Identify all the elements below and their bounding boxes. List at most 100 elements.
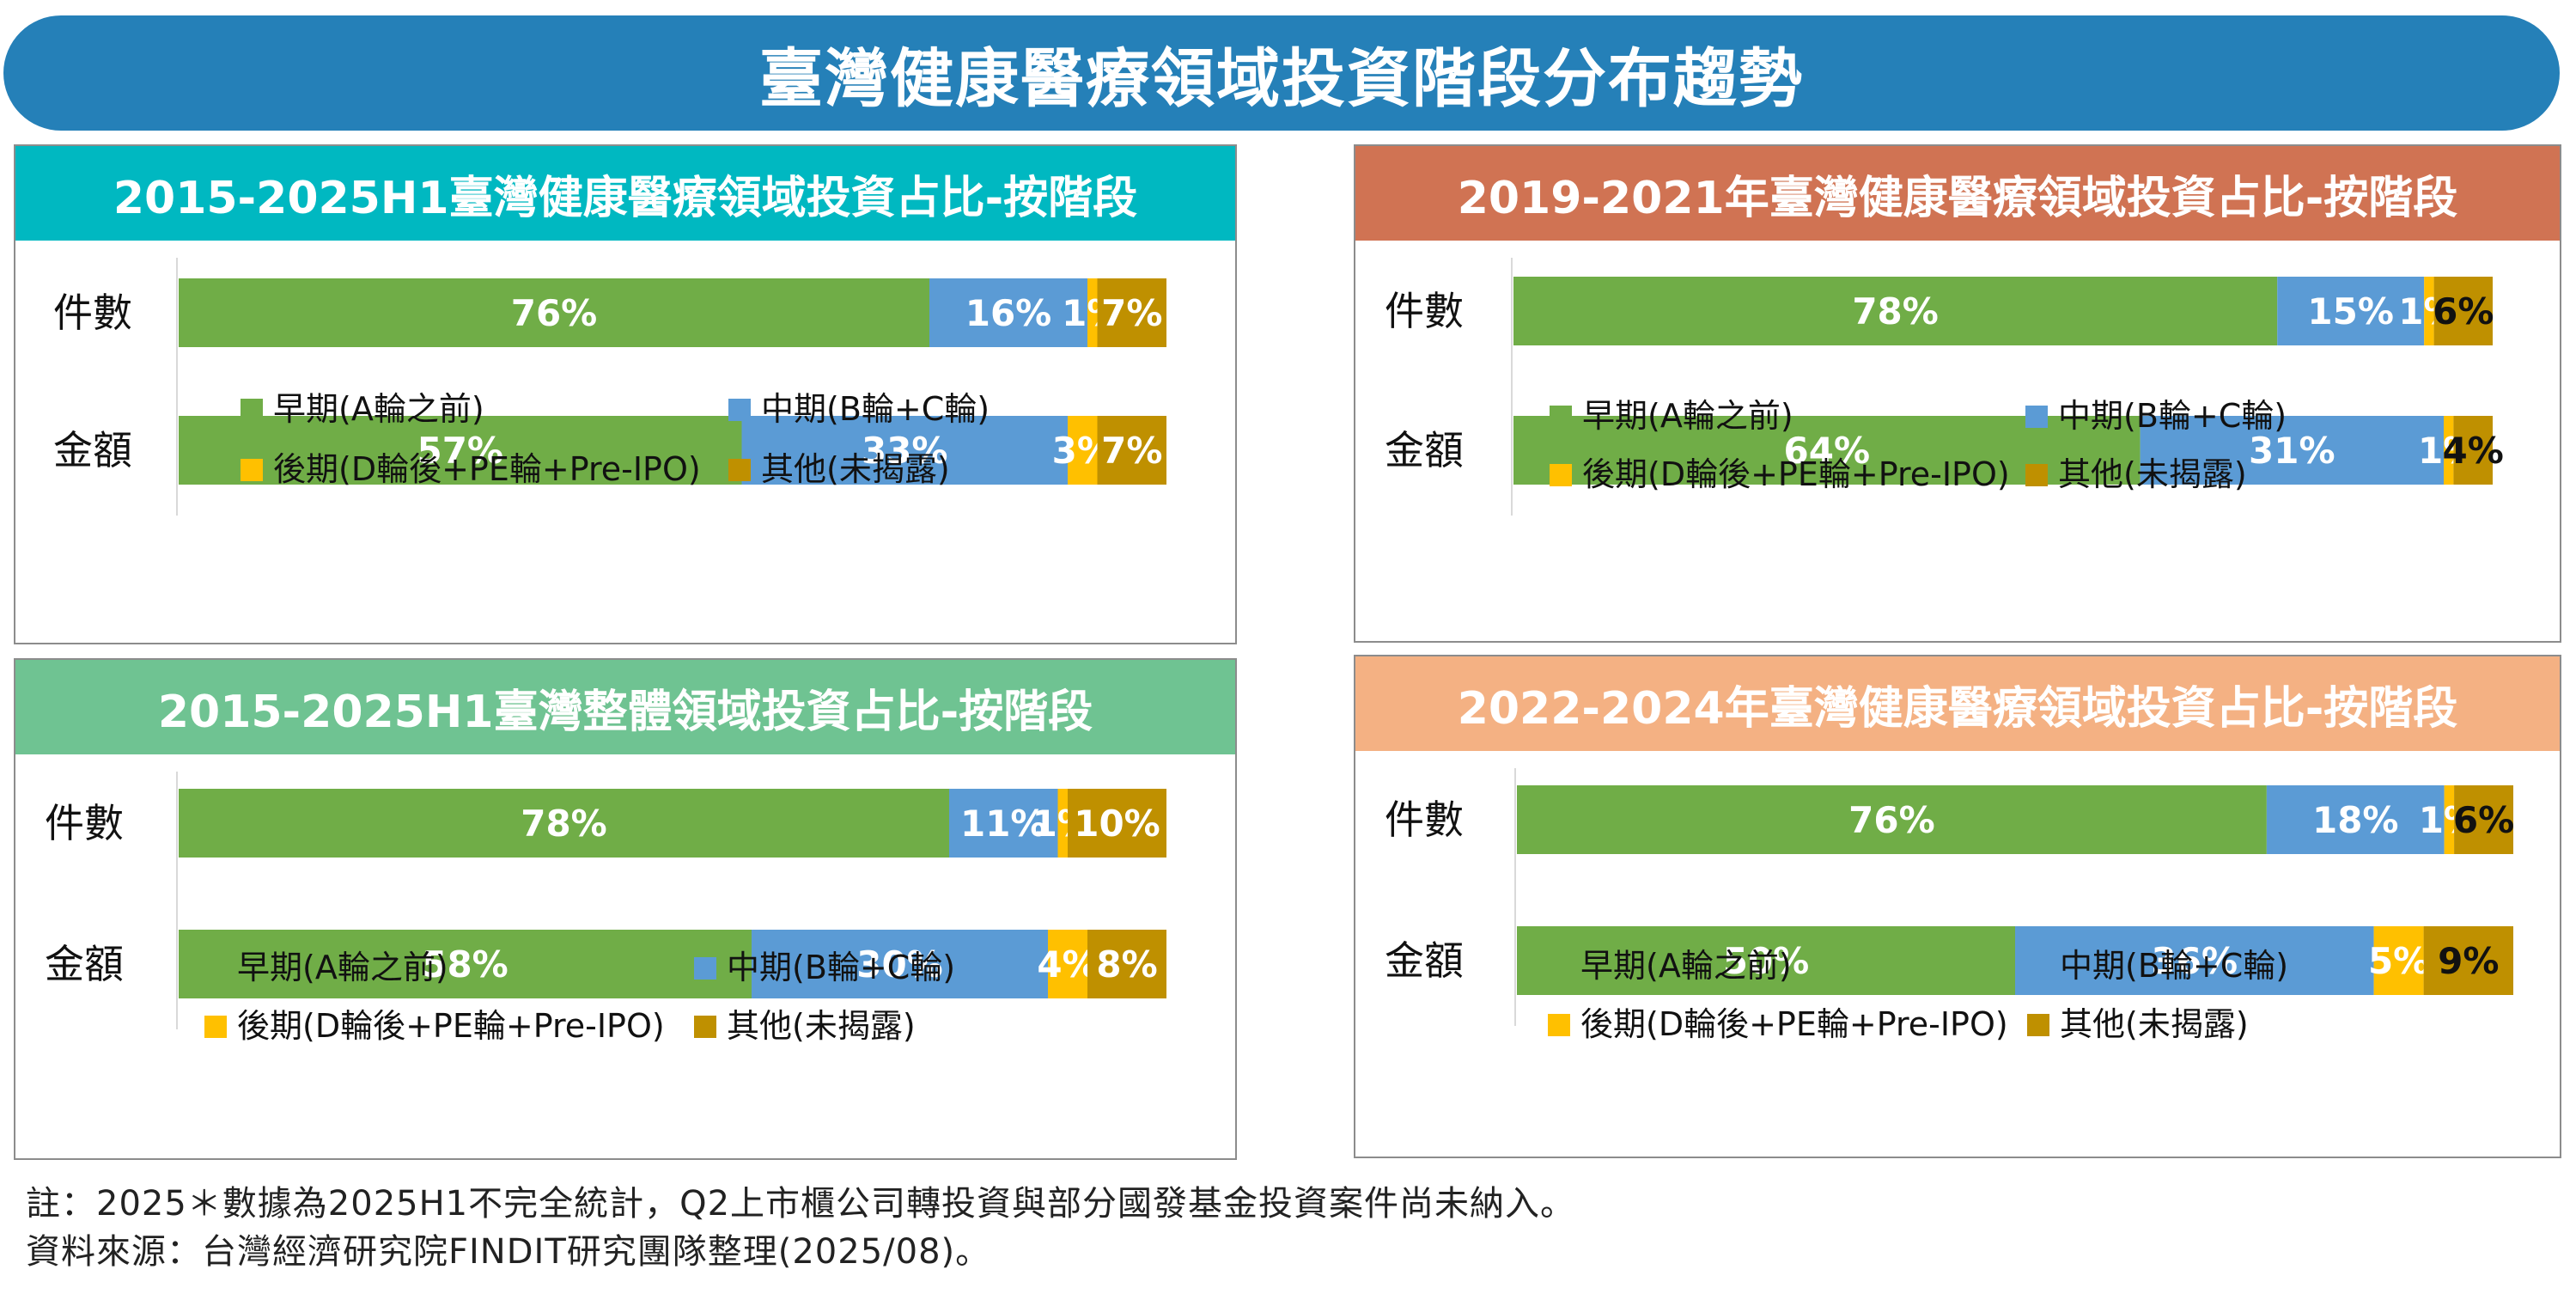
stacked-bar-chart: 件數 78% 15% 1%6%金額 64% 31% 1%4%早期(A輪之前) 中期(B輪+C輪… xyxy=(1385,258,2504,516)
bar-segment-early xyxy=(179,930,752,998)
data-label: 58% xyxy=(422,943,509,986)
footnote-note: 註：2025＊數據為2025H1不完全統計，Q2上市櫃公司轉投資與部分國發基金投… xyxy=(26,1184,1576,1224)
category-label: 金額 xyxy=(1385,937,1464,984)
bar-segment-mid xyxy=(2015,926,2374,995)
data-label: 64% xyxy=(1784,430,1871,472)
data-label: 33% xyxy=(862,430,948,472)
legend-label: 其他(未揭露) xyxy=(727,1007,916,1045)
chart-panel-2015-2025-health: 2015-2025H1臺灣健康醫療領域投資占比-按階段 件數 76% 16% 1% 7%… xyxy=(14,144,1237,644)
category-label: 件數 xyxy=(53,290,132,336)
category-label: 件數 xyxy=(1385,797,1464,843)
legend-swatch-mid xyxy=(694,957,716,980)
bar-segment-mid xyxy=(2266,785,2445,854)
panel-title: 2022-2024年臺灣健康醫療領域投資占比-按階段 xyxy=(1355,656,2560,751)
legend-label: 後期(D輪後+PE輪+Pre-IPO) xyxy=(1580,1005,2008,1043)
category-label: 件數 xyxy=(45,800,124,846)
data-label: 78% xyxy=(521,803,607,845)
panel-title: 2019-2021年臺灣健康醫療領域投資占比-按階段 xyxy=(1355,146,2560,241)
legend-swatch-other xyxy=(2027,1014,2049,1036)
data-label: 7% xyxy=(1101,292,1162,334)
bar-segment-other xyxy=(2454,785,2513,854)
main-title: 臺灣健康醫療領域投資階段分布趨勢 xyxy=(3,15,2560,131)
category-label: 件數 xyxy=(1385,288,1464,334)
bar-segment-late xyxy=(1048,930,1087,998)
legend-swatch-late xyxy=(204,1016,227,1038)
data-label: 11% xyxy=(960,803,1047,845)
bar-segment-early xyxy=(179,416,742,485)
bar-segment-mid xyxy=(2277,277,2425,345)
legend-label: 中期(B輪+C輪) xyxy=(727,949,955,986)
data-label: 50% xyxy=(1723,940,1810,982)
bar-segment-late xyxy=(2424,277,2434,345)
data-label: 6% xyxy=(2453,799,2514,841)
data-label: 10% xyxy=(1074,803,1160,845)
bar-segment-mid xyxy=(949,789,1058,858)
data-label: 5% xyxy=(2368,940,2429,982)
bar-segment-mid xyxy=(741,416,1068,485)
legend-swatch-early xyxy=(1548,955,1570,978)
bar-segment-mid xyxy=(929,278,1087,347)
data-label: 4% xyxy=(2443,430,2504,472)
data-label: 9% xyxy=(2438,940,2499,982)
legend-swatch-early xyxy=(1550,406,1572,428)
stacked-bar-chart: 件數 78% 11%1%10%金額 58% 30% 4%8%早期(A輪之前) 中期(B輪+C… xyxy=(45,772,1166,1045)
legend-swatch-early xyxy=(204,957,227,980)
data-label: 36% xyxy=(2152,940,2238,982)
stacked-bar-chart: 件數 76% 16% 1%7%金額 57% 33% 3%7%早期(A輪之前) 中期(B輪+C輪… xyxy=(53,258,1166,516)
data-label: 31% xyxy=(2249,430,2335,472)
legend-label: 早期(A輪之前) xyxy=(1580,947,1792,985)
bar-segment-early xyxy=(179,789,949,858)
legend-swatch-mid xyxy=(2027,955,2049,978)
legend-label: 其他(未揭露) xyxy=(2060,1005,2249,1043)
bar-segment-late xyxy=(2444,785,2455,854)
data-label: 76% xyxy=(1848,799,1935,841)
bar-segment-early xyxy=(179,278,929,347)
data-label: 8% xyxy=(1096,943,1157,986)
legend-swatch-mid xyxy=(2025,406,2048,428)
legend-label: 後期(D輪後+PE輪+Pre-IPO) xyxy=(237,1007,665,1045)
bar-segment-other xyxy=(2453,416,2493,485)
bar-segment-late xyxy=(2373,926,2424,995)
panel-title: 2015-2025H1臺灣健康醫療領域投資占比-按階段 xyxy=(15,146,1235,241)
data-label: 76% xyxy=(511,292,598,334)
legend-label: 早期(A輪之前) xyxy=(1582,397,1793,435)
data-label: 78% xyxy=(1852,290,1939,333)
data-label: 16% xyxy=(965,292,1052,334)
bar-segment-late xyxy=(1068,416,1098,485)
bar-segment-other xyxy=(1097,416,1166,485)
category-label: 金額 xyxy=(53,427,132,473)
bar-segment-mid xyxy=(2140,416,2444,485)
bar-segment-other xyxy=(2423,926,2513,995)
data-label: 7% xyxy=(1101,430,1162,472)
bar-segment-other xyxy=(1087,930,1166,998)
data-label: 57% xyxy=(417,430,503,472)
footnote-source: 資料來源：台灣經濟研究院FINDIT研究團隊整理(2025/08)。 xyxy=(26,1232,991,1272)
chart-panel-2015-2025-overall: 2015-2025H1臺灣整體領域投資占比-按階段 件數 78% 11% 1% 10% 金… xyxy=(14,658,1237,1160)
bar-segment-late xyxy=(2444,416,2454,485)
bar-segment-mid xyxy=(752,930,1048,998)
legend-swatch-late xyxy=(1548,1014,1570,1036)
legend-swatch-other xyxy=(694,1016,716,1038)
legend-swatch-early xyxy=(241,399,263,421)
legend-label: 中期(B輪+C輪) xyxy=(2060,947,2288,985)
bar-segment-early xyxy=(1517,785,2267,854)
category-label: 金額 xyxy=(1385,427,1464,473)
legend-label: 後期(D輪後+PE輪+Pre-IPO) xyxy=(1582,455,2010,493)
bar-segment-other xyxy=(1097,278,1166,347)
data-label: 18% xyxy=(2312,799,2399,841)
bar-segment-late xyxy=(1057,789,1068,858)
category-label: 金額 xyxy=(45,941,124,987)
legend-label: 其他(未揭露) xyxy=(2058,455,2247,493)
legend-label: 中期(B輪+C輪) xyxy=(761,390,990,428)
panel-title: 2015-2025H1臺灣整體領域投資占比-按階段 xyxy=(15,660,1235,754)
data-label: 30% xyxy=(856,943,943,986)
legend-label: 早期(A輪之前) xyxy=(273,390,484,428)
data-label: 15% xyxy=(2307,290,2394,333)
bar-segment-other xyxy=(2433,277,2493,345)
legend-label: 早期(A輪之前) xyxy=(237,949,448,986)
legend-label: 中期(B輪+C輪) xyxy=(2058,397,2287,435)
bar-segment-early xyxy=(1517,926,2015,995)
legend-label: 其他(未揭露) xyxy=(761,450,950,488)
chart-panel-2022-2024-health: 2022-2024年臺灣健康醫療領域投資占比-按階段 件數 76% 18% 1% 6% 金… xyxy=(1354,655,2561,1158)
bar-segment-early xyxy=(1513,277,2278,345)
